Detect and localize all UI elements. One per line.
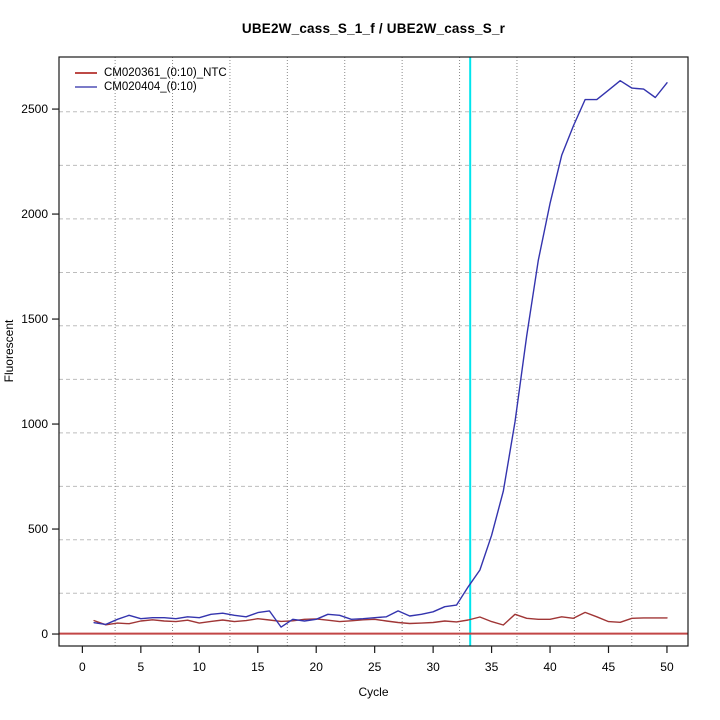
legend-item: CM020361_(0:10)_NTC — [75, 66, 227, 80]
legend: CM020361_(0:10)_NTC CM020404_(0:10) — [75, 66, 227, 94]
legend-line-red — [75, 72, 97, 74]
ntc-curve — [93, 611, 668, 626]
x-tick-label: 0 — [79, 660, 86, 674]
x-tick-label: 15 — [251, 660, 265, 674]
legend-line-blue — [75, 86, 97, 88]
legend-label: CM020361_(0:10)_NTC — [104, 67, 227, 79]
x-tick-label: 20 — [310, 660, 324, 674]
y-axis-title: Fluorescent — [2, 319, 16, 383]
y-tick-label: 2500 — [21, 102, 48, 116]
chart-title: UBE2W_cass_S_1_f / UBE2W_cass_S_r — [241, 21, 506, 36]
x-tick-label: 30 — [426, 660, 440, 674]
x-tick-label: 10 — [193, 660, 207, 674]
x-axis-title: Cycle — [358, 685, 389, 699]
x-tick-label: 5 — [137, 660, 144, 674]
legend-item: CM020404_(0:10) — [75, 80, 227, 94]
y-tick-label: 500 — [28, 522, 48, 536]
x-tick-label: 50 — [660, 660, 674, 674]
y-tick-label: 1000 — [21, 417, 48, 431]
y-tick-label: 1500 — [21, 312, 48, 326]
y-tick-label: 0 — [41, 627, 48, 641]
plot-box — [58, 56, 689, 647]
x-tick-label: 40 — [543, 660, 557, 674]
x-tick-label: 45 — [602, 660, 616, 674]
legend-label: CM020404_(0:10) — [104, 81, 197, 93]
x-tick-label: 25 — [368, 660, 382, 674]
sample-curve — [93, 79, 668, 628]
x-tick-label: 35 — [485, 660, 499, 674]
y-tick-label: 2000 — [21, 207, 48, 221]
